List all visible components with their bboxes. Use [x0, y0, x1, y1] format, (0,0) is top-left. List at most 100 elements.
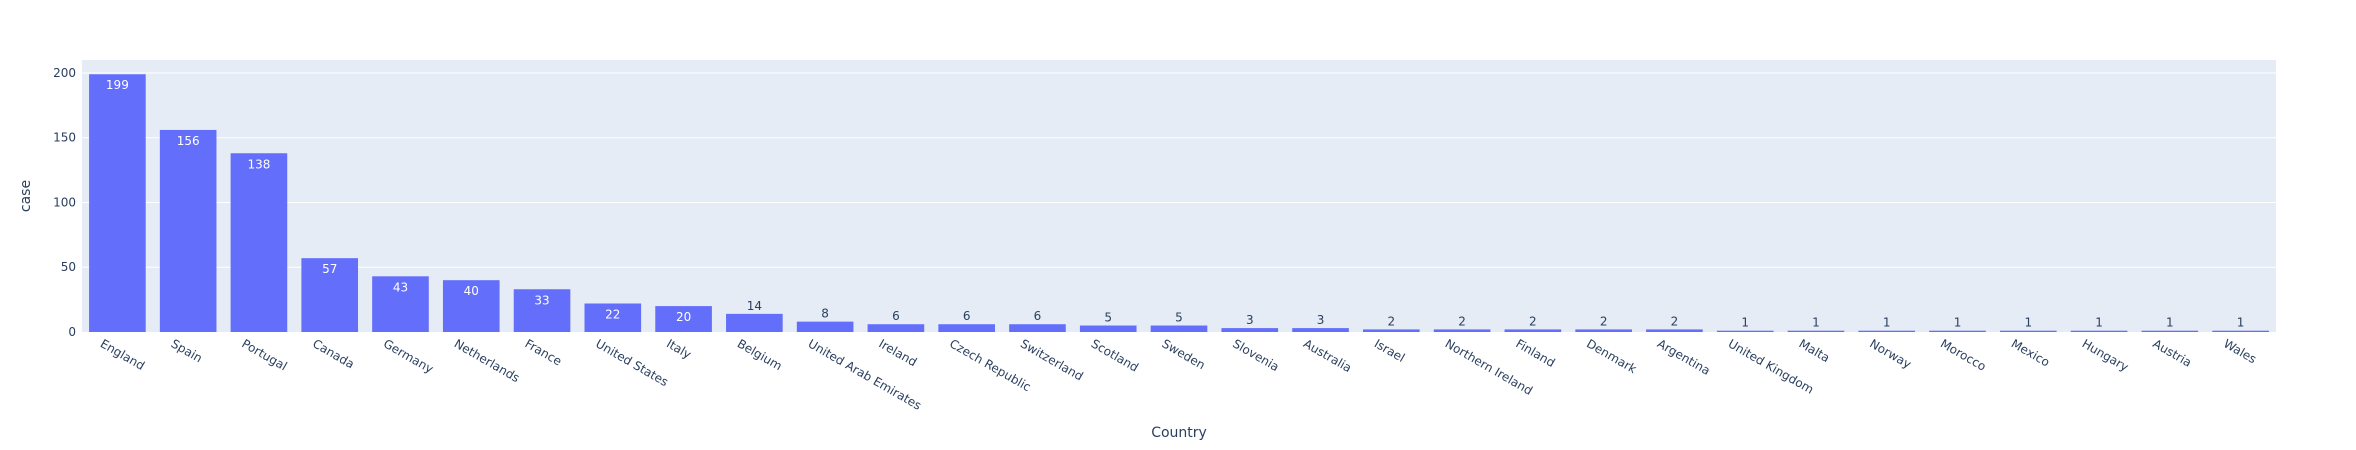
bar — [726, 313, 783, 332]
x-tick-label: Belgium — [735, 336, 785, 373]
y-tick-label: 0 — [68, 325, 76, 339]
x-tick-label: Slovenia — [1230, 336, 1281, 374]
x-tick-label: United Arab Emirates — [806, 336, 924, 412]
bars — [89, 74, 2269, 332]
bar — [1999, 330, 2057, 332]
bar-value-label: 40 — [464, 284, 479, 298]
bar-value-label: 2 — [1529, 314, 1537, 328]
bar-value-label: 2 — [1388, 314, 1396, 328]
bar — [1575, 329, 1632, 332]
x-tick-label: Australia — [1301, 336, 1354, 375]
bar-value-label: 1 — [1812, 316, 1820, 330]
bar-value-label: 156 — [177, 134, 200, 148]
bar-value-label: 43 — [393, 280, 408, 294]
x-axis-title: Country — [1151, 425, 1207, 441]
bar-value-label: 2 — [1600, 314, 1608, 328]
bar — [1646, 329, 1703, 332]
x-tick-label: Germany — [381, 336, 436, 376]
bar-value-label: 6 — [1034, 309, 1042, 323]
x-tick-label: Norway — [1867, 336, 1913, 371]
x-tick-label: Ireland — [876, 336, 919, 369]
bar — [584, 303, 642, 332]
bar — [2212, 330, 2269, 332]
y-tick-label: 50 — [61, 260, 76, 274]
bar-value-label: 1 — [2166, 316, 2174, 330]
bar-value-label: 2 — [1458, 314, 1466, 328]
bar-value-label: 3 — [1317, 313, 1325, 327]
x-tick-label: Switzerland — [1018, 336, 1086, 383]
bar-value-label: 5 — [1175, 311, 1183, 325]
x-tick-label: Portugal — [239, 336, 289, 373]
bar-value-label: 5 — [1104, 311, 1112, 325]
x-tick-label: Wales — [2221, 336, 2259, 366]
x-tick-label: Scotland — [1089, 336, 1141, 374]
bar — [230, 153, 288, 332]
bar-value-label: 14 — [747, 299, 762, 313]
bar-value-label: 2 — [1671, 314, 1679, 328]
x-tick-label: Sweden — [1160, 336, 1208, 372]
x-tick-label: United States — [593, 336, 670, 389]
gridlines — [82, 72, 2276, 268]
bar-value-label: 199 — [106, 78, 129, 92]
bar — [1716, 330, 1774, 332]
bar — [796, 321, 854, 332]
bar-value-label: 3 — [1246, 313, 1254, 327]
x-tick-label: Israel — [1372, 336, 1407, 365]
y-tick-label: 150 — [53, 131, 76, 145]
x-tick-label: Malta — [1796, 336, 1832, 365]
x-tick-label: Argentina — [1655, 336, 1713, 377]
bar — [1009, 324, 1066, 332]
x-tick-label: Hungary — [2080, 336, 2131, 374]
y-tick-label: 200 — [53, 66, 76, 80]
bar-value-label: 8 — [821, 307, 829, 321]
bar-value-label: 6 — [892, 309, 900, 323]
bar-value-label: 33 — [534, 293, 549, 307]
bar-value-label: 57 — [322, 262, 337, 276]
y-tick-label: 100 — [53, 195, 76, 209]
bar — [442, 280, 500, 332]
bar-value-label: 1 — [1883, 316, 1891, 330]
bar — [655, 306, 712, 332]
bar-value-label: 138 — [247, 157, 270, 171]
x-tick-label: England — [98, 336, 147, 372]
bar — [2141, 330, 2199, 332]
bar — [1292, 328, 1349, 332]
x-tick-label: Spain — [169, 336, 205, 365]
bar — [1221, 328, 1279, 332]
bar — [1858, 330, 1916, 332]
bar-value-label: 20 — [676, 310, 691, 324]
bar-value-label: 1 — [1741, 316, 1749, 330]
bar — [1929, 330, 1986, 332]
x-tick-label: Canada — [310, 336, 357, 371]
bar — [1787, 330, 1845, 332]
bar — [513, 289, 571, 332]
bar-value-label: 1 — [2237, 316, 2245, 330]
x-tick-label: Mexico — [2009, 336, 2052, 369]
x-tick-label: Finland — [1513, 336, 1557, 370]
x-tick-label: Netherlands — [452, 336, 522, 385]
bar-value-label: 1 — [2024, 316, 2032, 330]
bar-value-label: 22 — [605, 308, 620, 322]
x-axis-ticks: England Spain Portugal Canada Germany Netherl… — [98, 336, 2259, 412]
x-tick-label: Denmark — [1584, 336, 1639, 376]
bar — [372, 276, 429, 332]
bar — [89, 74, 146, 332]
bar — [1079, 325, 1137, 332]
bar — [1504, 329, 1562, 332]
bar — [867, 324, 925, 332]
x-tick-label: Austria — [2150, 336, 2194, 369]
x-tick-label: Morocco — [1938, 336, 1989, 373]
bar-value-label: 6 — [963, 309, 971, 323]
x-tick-label: Italy — [664, 336, 694, 361]
bar — [159, 129, 217, 332]
bar — [301, 258, 359, 332]
bar — [1433, 329, 1491, 332]
x-tick-label: France — [523, 336, 565, 368]
bar — [2070, 330, 2128, 332]
bar — [1363, 329, 1420, 332]
y-axis-ticks: 0 50 100 150 200 — [53, 66, 76, 339]
y-axis-title: case — [18, 180, 34, 212]
